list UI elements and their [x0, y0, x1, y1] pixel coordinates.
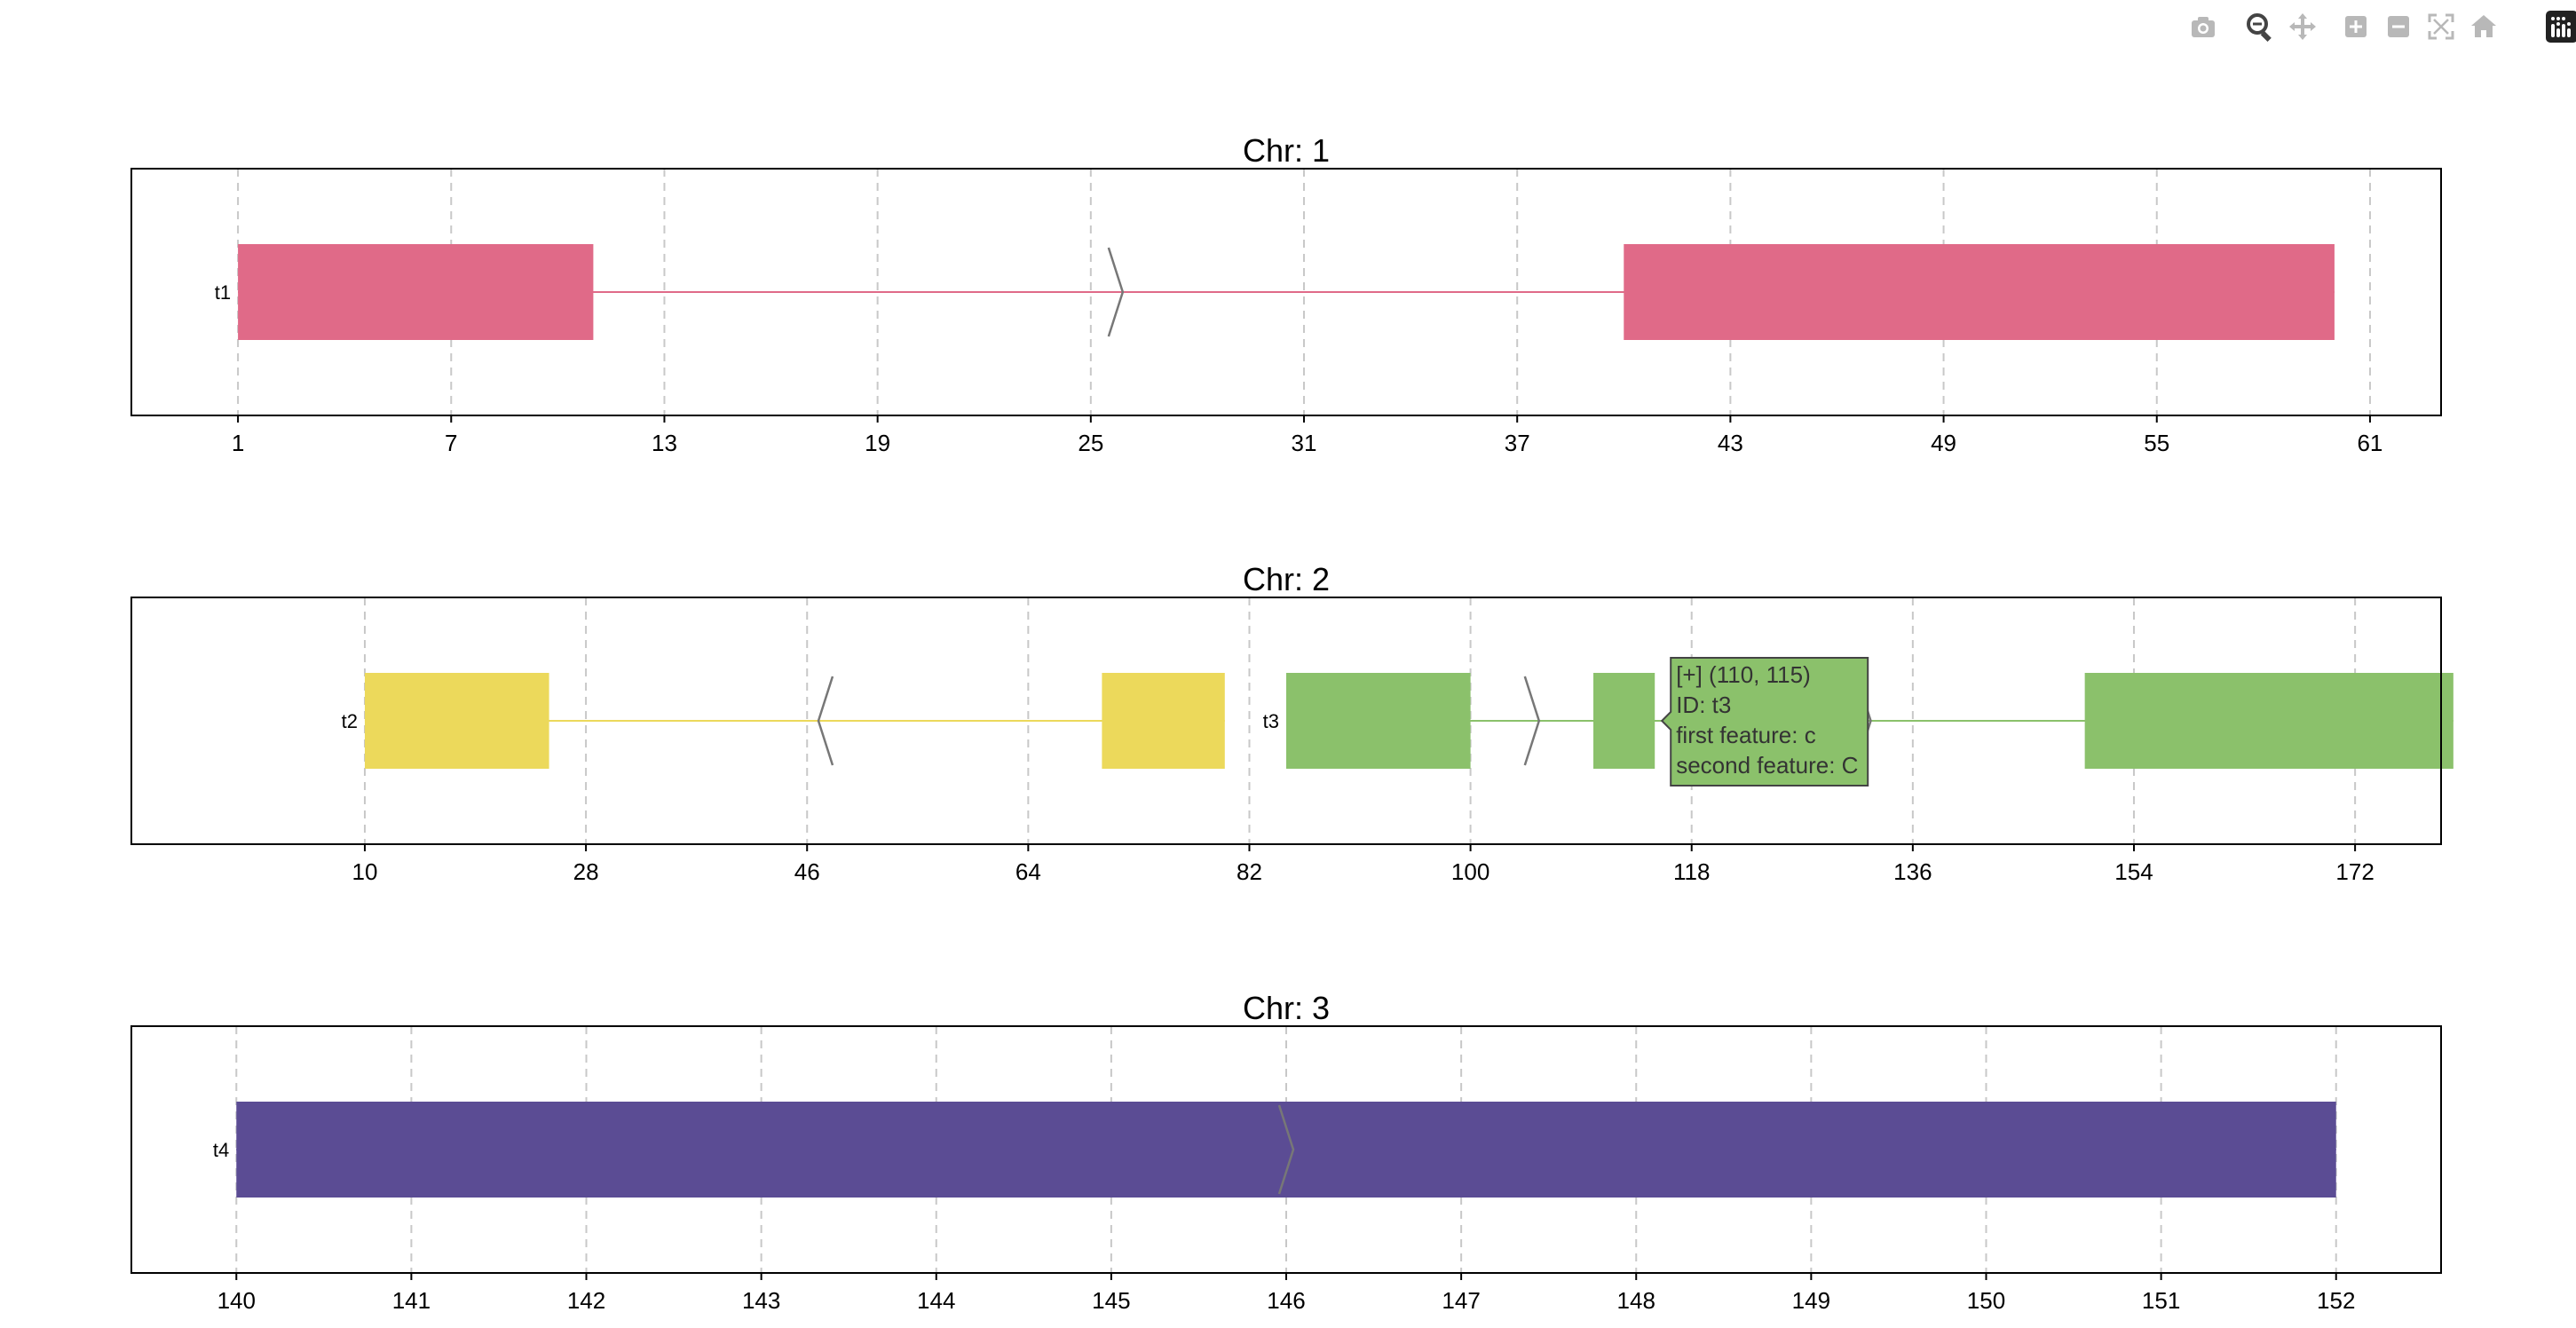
x-tick-label: 46	[794, 858, 820, 885]
strand-arrow	[1523, 676, 1541, 766]
plot-frame	[130, 168, 2442, 416]
x-tick-label: 7	[445, 430, 457, 456]
x-tick-label: 43	[1718, 430, 1743, 456]
x-tick-label: 49	[1931, 430, 1956, 456]
reset-axes-button[interactable]	[2464, 7, 2503, 46]
transcript-t3[interactable]: t3	[1263, 673, 2454, 769]
x-tick-label: 145	[1092, 1287, 1130, 1314]
x-tick-label: 55	[2144, 430, 2169, 456]
x-tick-label: 151	[2142, 1287, 2180, 1314]
exon-box[interactable]	[1286, 673, 1471, 769]
x-tick-label: 1	[232, 430, 244, 456]
x-tick-label: 147	[1442, 1287, 1480, 1314]
panel-title: Chr: 2	[1243, 561, 1330, 597]
tooltip-box	[1660, 657, 1869, 787]
plotly-logo-icon	[2546, 11, 2576, 43]
x-tick-label: 61	[2357, 430, 2382, 456]
zoom-out-icon	[2388, 16, 2409, 37]
tooltip-line: second feature: C	[1676, 752, 1858, 779]
pan-button[interactable]	[2283, 7, 2322, 46]
plot-frame	[130, 597, 2442, 845]
tooltip-line: ID: t3	[1676, 692, 1731, 718]
chart-panel-2: Chr: 2 t2 t3 10 28 46 64 82 100 118 136 154 172 [+] (…	[130, 561, 2454, 885]
x-tick-label: 150	[1967, 1287, 2005, 1314]
plotly-logo-button[interactable]	[2542, 7, 2576, 46]
autoscale-icon	[2428, 13, 2454, 40]
x-tick-label: 25	[1078, 430, 1103, 456]
zoom-button[interactable]	[2240, 7, 2280, 46]
chart-panel-3: Chr: 3 t4 140 141 142 143 144 145 146 147 148 149 15…	[130, 990, 2442, 1314]
x-tick-label: 144	[917, 1287, 955, 1314]
exon-box[interactable]	[236, 1102, 2336, 1198]
reset-axes-icon	[2471, 15, 2496, 37]
x-tick-label: 100	[1451, 858, 1489, 885]
transcript-t4[interactable]: t4	[213, 1102, 2336, 1198]
exon-box[interactable]	[1102, 673, 1225, 769]
transcript-label: t3	[1263, 710, 1279, 732]
transcript-label: t4	[213, 1139, 229, 1161]
x-tick-label: 64	[1015, 858, 1041, 885]
camera-button[interactable]	[2184, 7, 2223, 46]
x-tick-label: 154	[2114, 858, 2153, 885]
exon-box[interactable]	[1593, 673, 1655, 769]
chart-panel-1: Chr: 1 t1 1 7 13 19 25 31 37 43 49 55 61	[130, 132, 2442, 456]
tooltip-line: first feature: c	[1676, 722, 1816, 748]
x-tick-label: 152	[2317, 1287, 2355, 1314]
x-tick-label: 146	[1267, 1287, 1305, 1314]
tooltip-line: [+] (110, 115)	[1676, 661, 1811, 688]
x-tick-label: 149	[1792, 1287, 1830, 1314]
x-tick-label: 148	[1617, 1287, 1655, 1314]
camera-icon	[2192, 17, 2215, 37]
x-tick-label: 19	[865, 430, 890, 456]
x-tick-label: 142	[567, 1287, 605, 1314]
transcript-label: t2	[342, 710, 358, 732]
x-tick-label: 143	[742, 1287, 780, 1314]
x-tick-label: 118	[1673, 858, 1710, 885]
panel-title: Chr: 1	[1243, 132, 1330, 169]
transcript-t1[interactable]: t1	[215, 244, 2335, 340]
modebar	[2184, 7, 2576, 46]
autoscale-button[interactable]	[2422, 7, 2461, 46]
x-tick-label: 141	[392, 1287, 431, 1314]
hover-tooltip: [+] (110, 115) ID: t3 first feature: c seco…	[1660, 657, 1869, 787]
exon-box[interactable]	[238, 244, 594, 340]
x-tick-label: 136	[1893, 858, 1932, 885]
transcript-label: t1	[215, 281, 231, 304]
x-tick-label: 140	[217, 1287, 256, 1314]
zoom-in-button[interactable]	[2336, 7, 2375, 46]
exon-box[interactable]	[2084, 673, 2454, 769]
strand-arrow	[817, 676, 834, 766]
panel-title: Chr: 3	[1243, 990, 1330, 1026]
pan-icon	[2289, 13, 2316, 40]
zoom-icon	[2247, 13, 2272, 43]
x-tick-label: 82	[1237, 858, 1262, 885]
x-tick-label: 31	[1292, 430, 1317, 456]
x-tick-label: 13	[652, 430, 677, 456]
x-tick-label: 10	[352, 858, 378, 885]
zoom-in-icon	[2345, 16, 2367, 37]
exon-box[interactable]	[1624, 244, 2335, 340]
x-tick-label: 172	[2335, 858, 2374, 885]
exon-box[interactable]	[364, 673, 549, 769]
x-tick-label: 28	[573, 858, 599, 885]
strand-arrow	[1277, 1104, 1295, 1195]
zoom-out-button[interactable]	[2379, 7, 2418, 46]
x-tick-label: 37	[1505, 430, 1530, 456]
strand-arrow	[1107, 247, 1125, 337]
transcript-t2[interactable]: t2	[342, 673, 1225, 769]
